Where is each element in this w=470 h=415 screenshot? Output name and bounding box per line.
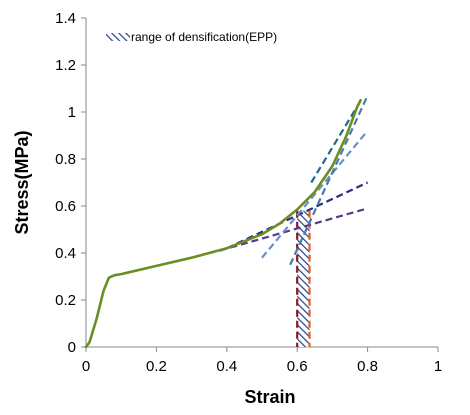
x-tick-label: 0 [82, 358, 90, 375]
x-tick-label: 0.2 [146, 358, 167, 375]
tangent-line-4 [289, 95, 369, 266]
y-tick-label: 1.4 [55, 10, 76, 27]
tangent-lines [219, 95, 369, 266]
y-tick-label: 0 [68, 339, 76, 356]
densification-range-band [296, 210, 311, 347]
x-axis-title: Strain [244, 387, 295, 407]
x-tick-label: 1 [434, 358, 442, 375]
tangent-line-1 [219, 207, 368, 252]
y-axis-ticks: 0 0.2 0.4 0.6 0.8 1 1.2 1.4 [55, 10, 86, 356]
y-tick-label: 0.2 [55, 292, 76, 309]
stress-strain-curve [84, 98, 362, 349]
axes [85, 18, 438, 348]
x-tick-label: 0.6 [287, 358, 308, 375]
x-tick-label: 0.8 [357, 358, 378, 375]
legend: range of densification(EPP) [106, 30, 277, 44]
y-axis-title: Stress(MPa) [12, 130, 32, 234]
y-tick-label: 1.2 [55, 57, 76, 74]
y-tick-label: 0.6 [55, 198, 76, 215]
y-tick-label: 0.8 [55, 151, 76, 168]
tangent-line-5 [310, 97, 364, 184]
y-tick-label: 1 [68, 104, 76, 121]
legend-swatch-densification [106, 33, 130, 41]
tangent-line-3 [261, 130, 369, 259]
stress-strain-series [84, 98, 362, 349]
densification-range-area [297, 210, 310, 347]
legend-entry-densification: range of densification(EPP) [131, 30, 277, 44]
x-tick-label: 0.4 [216, 358, 237, 375]
y-tick-label: 0.4 [55, 245, 76, 262]
x-axis-ticks: 0 0.2 0.4 0.6 0.8 1 [82, 347, 442, 375]
